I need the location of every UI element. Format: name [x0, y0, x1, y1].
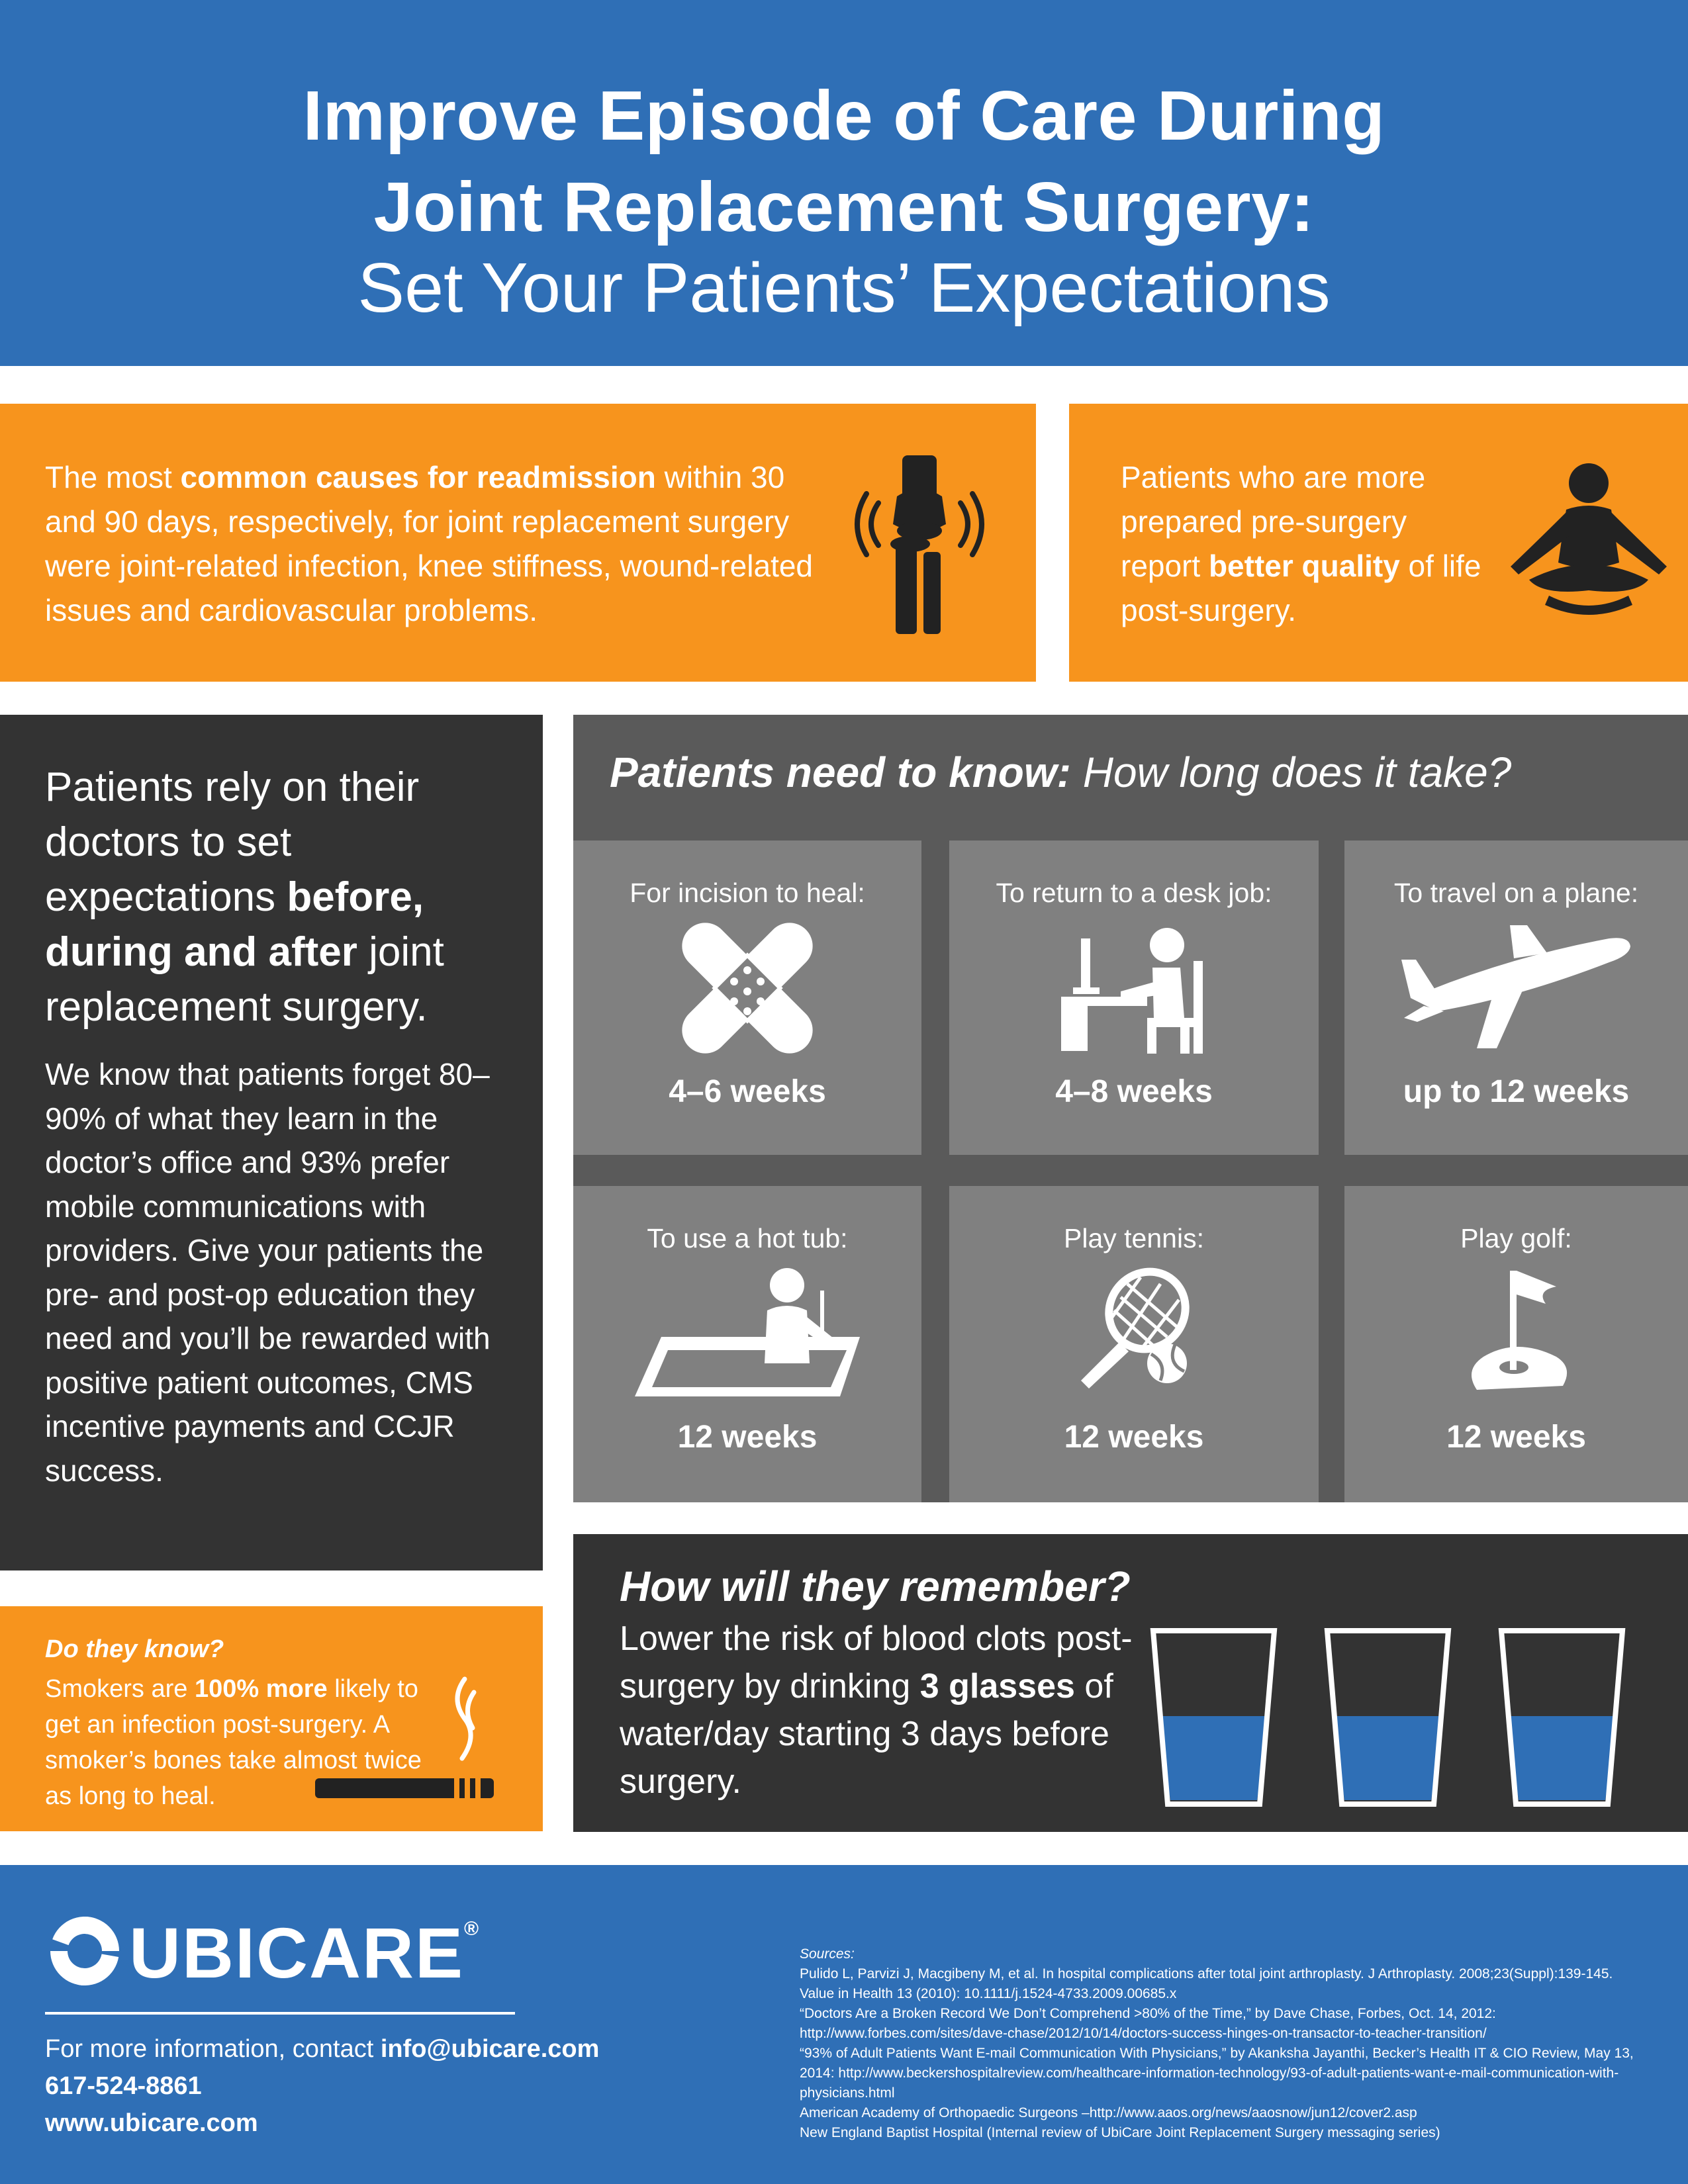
registered-mark: ® [464, 1918, 481, 1940]
source-item: New England Baptist Hospital (Internal r… [800, 2125, 1440, 2140]
expectations-box: Patients rely on their doctors to set ex… [0, 715, 543, 1570]
water-glass-icon [1498, 1628, 1626, 1807]
remember-heading: How will they remember? [620, 1563, 1131, 1610]
tile-value: 4–8 weeks [1055, 1074, 1213, 1109]
recovery-head-rest: How long does it take? [1070, 749, 1512, 796]
readmission-pre: The most [45, 460, 181, 494]
source-item: Value in Health 13 (2010): 10.1111/j.152… [800, 1986, 1177, 2001]
remember-bold: 3 glasses [919, 1667, 1075, 1706]
remember-text: Lower the risk of blood clots post-surge… [620, 1615, 1136, 1805]
footer: UBICARE® For more information, contact i… [0, 1865, 1688, 2184]
sources-list: Sources: Pulido L, Parvizi J, Macgibeny … [800, 1944, 1657, 2143]
cigarette-icon [315, 1676, 494, 1798]
tile-label: To use a hot tub: [647, 1223, 848, 1253]
tile-value: 12 weeks [1446, 1420, 1586, 1455]
readmission-post: within 30 and 90 days, respectively, for… [45, 460, 814, 627]
tile-value: 12 weeks [1064, 1420, 1204, 1455]
recovery-heading: Patients need to know: How long does it … [610, 748, 1511, 797]
contact-website[interactable]: www.ubicare.com [45, 2105, 599, 2142]
readmission-bold: common causes for readmission [180, 460, 656, 494]
phone-number[interactable]: 617-524-8861 [45, 2072, 202, 2100]
lead-bold: before, during and after [45, 874, 424, 975]
recovery-tile-incision: For incision to heal: 4–6 weeks [573, 841, 921, 1155]
sources-heading: Sources: [800, 1946, 855, 1962]
expectations-body: We know that patients forget 80–90% of w… [45, 1057, 491, 1488]
recovery-tile-hot-tub: To use a hot tub: 12 weeks [573, 1186, 921, 1502]
bandage-icon [682, 923, 813, 1054]
lead-post: joint replacement surgery. [45, 929, 444, 1030]
readmission-text: The most common causes for readmission w… [45, 455, 820, 633]
contact-block: For more information, contact info@ubica… [45, 2030, 599, 2142]
title-line-1: Improve Episode of Care During [303, 77, 1385, 155]
tennis-icon [1081, 1267, 1190, 1388]
prepared-bold: better quality [1208, 549, 1400, 583]
golf-icon [1471, 1271, 1567, 1390]
recovery-tile-golf: Play golf: 12 weeks [1344, 1186, 1688, 1502]
website-link[interactable]: www.ubicare.com [45, 2109, 258, 2137]
smokers-box: Do they know? Smokers are 100% more like… [0, 1606, 543, 1831]
brand-text: UBICARE [129, 1913, 465, 1993]
knee-joint-icon [855, 455, 984, 634]
subtitle: Set Your Patients’ Expectations [357, 249, 1331, 327]
smokers-text: Smokers are 100% more likely to get an i… [45, 1671, 442, 1814]
source-item: American Academy of Orthopaedic Surgeons… [800, 2105, 1417, 2120]
ubicare-logo-icon [50, 1917, 119, 1985]
recovery-tile-desk-job: To return to a desk job: 4–8 weeks [949, 841, 1319, 1155]
contact-phone[interactable]: 617-524-8861 [45, 2068, 599, 2105]
prepared-pre: Patients who are more prepared pre-surge… [1121, 460, 1426, 583]
recovery-tile-plane: To travel on a plane: up to 12 weeks [1344, 841, 1688, 1155]
smokers-bold: 100% more [194, 1675, 328, 1703]
tile-label: For incision to heal: [630, 878, 865, 908]
source-item: “93% of Adult Patients Want E-mail Commu… [800, 2046, 1634, 2101]
recovery-panel: Patients need to know: How long does it … [573, 715, 1688, 1502]
smokers-post: likely to get an infection post-surgery.… [45, 1675, 422, 1810]
tile-label: To travel on a plane: [1393, 878, 1639, 908]
smokers-question: Do they know? [45, 1635, 224, 1663]
title-line-2: Joint Replacement Surgery: [373, 168, 1315, 246]
smokers-pre: Smokers are [45, 1675, 195, 1703]
tile-label: Play golf: [1460, 1223, 1572, 1253]
meditation-icon [1511, 463, 1667, 615]
prepared-post: of life post-surgery. [1121, 549, 1481, 627]
hot-tub-icon [635, 1268, 860, 1396]
recovery-head-bold: Patients need to know: [610, 749, 1071, 796]
lead-pre: Patients rely on their doctors to set ex… [45, 764, 420, 920]
desk-worker-icon [1061, 928, 1203, 1054]
brand-name: UBICARE® [129, 1911, 480, 1994]
header-banner: Improve Episode of Care During Joint Rep… [0, 0, 1688, 366]
source-item: Pulido L, Parvizi J, Macgibeny M, et al.… [800, 1966, 1613, 1981]
recovery-tile-tennis: Play tennis: 12 weeks [949, 1186, 1319, 1502]
remember-pre: Lower the risk of blood clots post-surge… [620, 1619, 1133, 1706]
remember-box: How will they remember? Lower the risk o… [573, 1534, 1688, 1832]
tile-value: 12 weeks [677, 1420, 818, 1455]
remember-post: of water/day starting 3 days before surg… [620, 1667, 1113, 1801]
airplane-icon [1401, 925, 1630, 1048]
tile-value: up to 12 weeks [1403, 1074, 1630, 1109]
water-glass-icon [1324, 1628, 1452, 1807]
contact-line: For more information, contact info@ubica… [45, 2030, 599, 2068]
expectations-lead: Patients rely on their doctors to set ex… [45, 760, 522, 1034]
tile-label: Play tennis: [1064, 1223, 1204, 1253]
footer-divider [45, 2012, 515, 2015]
prepared-text: Patients who are more prepared pre-surge… [1121, 455, 1491, 633]
contact-pre: For more information, contact [45, 2035, 381, 2063]
tile-value: 4–6 weeks [669, 1074, 826, 1109]
water-glass-icon [1150, 1628, 1278, 1807]
source-item: “Doctors Are a Broken Record We Don’t Co… [800, 2006, 1496, 2041]
prepared-box: Patients who are more prepared pre-surge… [1069, 404, 1688, 682]
tile-label: To return to a desk job: [996, 878, 1272, 908]
readmission-box: The most common causes for readmission w… [0, 404, 1036, 682]
contact-email-link[interactable]: info@ubicare.com [380, 2035, 600, 2063]
